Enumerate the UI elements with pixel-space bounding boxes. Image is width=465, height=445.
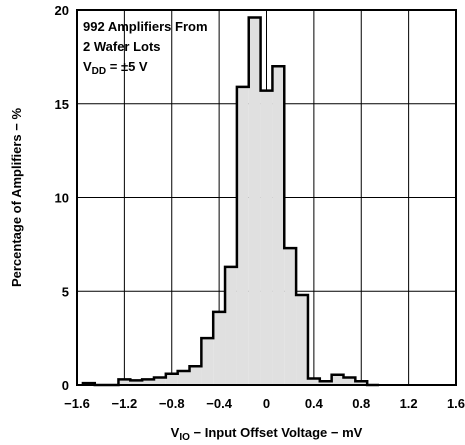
histogram-bar xyxy=(189,366,202,385)
histogram-bar xyxy=(225,266,237,385)
histogram-bar xyxy=(213,311,226,385)
histogram-bar xyxy=(153,377,166,385)
x-tick-label: 0 xyxy=(263,396,270,411)
y-tick-label: 20 xyxy=(55,3,69,18)
histogram-bar xyxy=(284,248,297,385)
y-tick-label: 15 xyxy=(55,97,69,112)
plot-frame xyxy=(76,9,457,386)
y-tick-label: 10 xyxy=(55,191,69,206)
histogram-bar xyxy=(118,379,131,385)
x-tick-label: 1.2 xyxy=(400,396,418,411)
histogram-bar xyxy=(236,86,249,385)
histogram-bar xyxy=(343,377,356,385)
x-axis-label-text: − Input Offset Voltage − mV xyxy=(190,425,363,440)
histogram-bar xyxy=(260,90,273,385)
histogram-bar xyxy=(331,374,344,385)
histogram-bar xyxy=(248,17,261,385)
x-tick-label: 0.4 xyxy=(305,396,324,411)
annotation-line-2: 2 Wafer Lots xyxy=(83,39,161,54)
annotation-vdd-text: = ±5 V xyxy=(106,59,148,74)
histogram-bar xyxy=(296,295,308,385)
annotation-box: 992 Amplifiers From 2 Wafer Lots VDD = ±… xyxy=(83,19,208,77)
x-tick-label: −0.8 xyxy=(159,396,185,411)
x-tick-label: −0.4 xyxy=(206,396,232,411)
annotation-vdd-subscript: DD xyxy=(92,66,106,77)
histogram-bar xyxy=(307,378,320,385)
y-tick-labels: 0 5 10 15 20 xyxy=(55,3,69,393)
x-tick-label: 0.8 xyxy=(352,396,370,411)
x-axis-label-subscript: IO xyxy=(179,432,190,443)
annotation-line-3: VDD = ±5 V xyxy=(83,59,148,77)
histogram-bar xyxy=(177,370,190,385)
x-tick-label: −1.6 xyxy=(64,396,90,411)
histogram-bars xyxy=(81,16,380,387)
histogram-bar xyxy=(272,66,285,385)
annotation-line-1: 992 Amplifiers From xyxy=(83,19,208,34)
x-axis-label: VIO − Input Offset Voltage − mV xyxy=(171,425,363,443)
histogram-bar xyxy=(130,380,143,385)
x-tick-labels: −1.6 −1.2 −0.8 −0.4 0 0.4 0.8 1.2 1.6 xyxy=(64,396,465,411)
y-tick-label: 5 xyxy=(62,284,69,299)
histogram-bar xyxy=(355,381,368,385)
histogram-bar xyxy=(165,373,178,385)
histogram-bar xyxy=(142,379,154,385)
x-tick-label: 1.6 xyxy=(447,396,465,411)
histogram-bar xyxy=(319,381,332,385)
annotation-vdd-symbol: V xyxy=(83,59,92,74)
x-axis-label-symbol: V xyxy=(171,425,180,440)
x-tick-label: −1.2 xyxy=(112,396,138,411)
y-axis-label: Percentage of Amplifiers − % xyxy=(9,108,24,287)
y-tick-label: 0 xyxy=(62,378,69,393)
histogram-bar xyxy=(201,338,214,385)
histogram-outline xyxy=(81,16,380,387)
